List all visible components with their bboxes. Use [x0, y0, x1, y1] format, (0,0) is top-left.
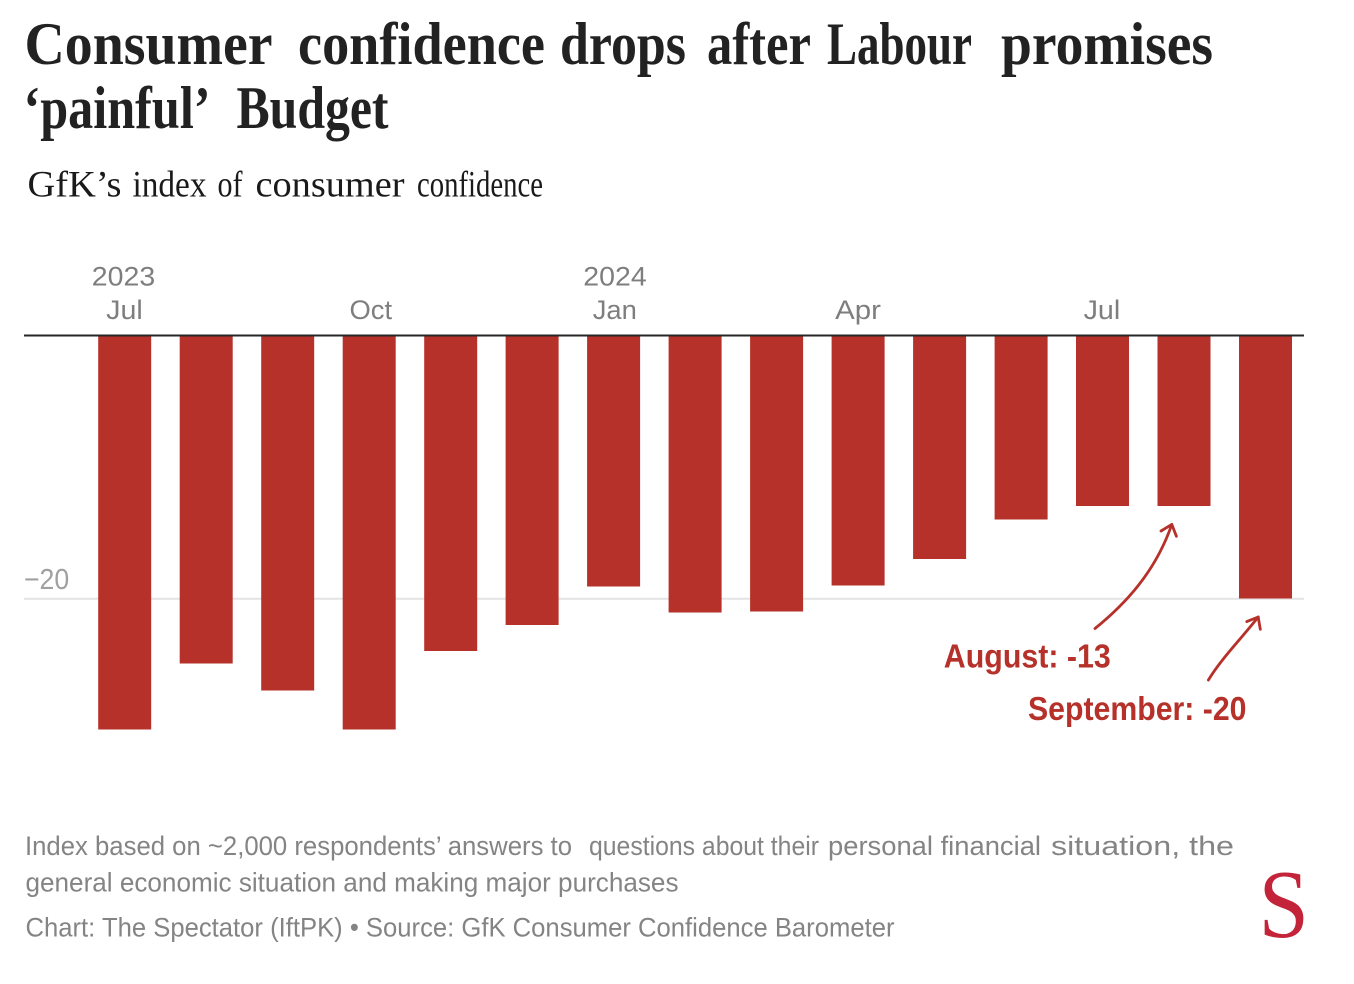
svg-text:Labour: Labour — [827, 11, 972, 77]
svg-text:situation, the: situation, the — [1051, 831, 1234, 861]
svg-text:drops: drops — [560, 11, 686, 77]
svg-text:Index based on ~2,000 responde: Index based on ~2,000 respondents’ answe… — [25, 831, 572, 861]
svg-text:2023: 2023 — [92, 262, 155, 292]
svg-text:August: -13: August: -13 — [944, 638, 1111, 675]
svg-text:index: index — [133, 165, 207, 206]
svg-text:Jul: Jul — [106, 295, 143, 325]
svg-text:Budget: Budget — [237, 75, 389, 141]
svg-text:consumer: consumer — [256, 165, 405, 206]
svg-text:S: S — [1259, 851, 1310, 958]
svg-text:after: after — [707, 11, 811, 77]
svg-text:of: of — [218, 165, 244, 206]
svg-text:promises: promises — [1001, 11, 1213, 77]
svg-text:GfK’s: GfK’s — [28, 165, 122, 206]
svg-text:Oct: Oct — [350, 295, 393, 325]
svg-text:Jan: Jan — [593, 295, 637, 325]
svg-text:Consumer: Consumer — [25, 11, 273, 77]
svg-text:September: -20: September: -20 — [1028, 690, 1247, 727]
svg-text:confidence: confidence — [298, 11, 545, 77]
svg-text:‘painful’: ‘painful’ — [24, 75, 211, 141]
svg-text:Jul: Jul — [1084, 295, 1121, 325]
svg-text:2024: 2024 — [583, 262, 646, 292]
svg-text:Chart: The Spectator (IftPK) •: Chart: The Spectator (IftPK) • Source: G… — [26, 913, 895, 943]
svg-text:confidence: confidence — [417, 165, 543, 206]
svg-text:questions about their: questions about their — [589, 831, 819, 861]
svg-text:general economic situation and: general economic situation and making ma… — [26, 867, 679, 897]
svg-text:−20: −20 — [24, 564, 69, 596]
svg-text:Apr: Apr — [835, 295, 881, 325]
svg-text:personal financial: personal financial — [828, 831, 1041, 861]
